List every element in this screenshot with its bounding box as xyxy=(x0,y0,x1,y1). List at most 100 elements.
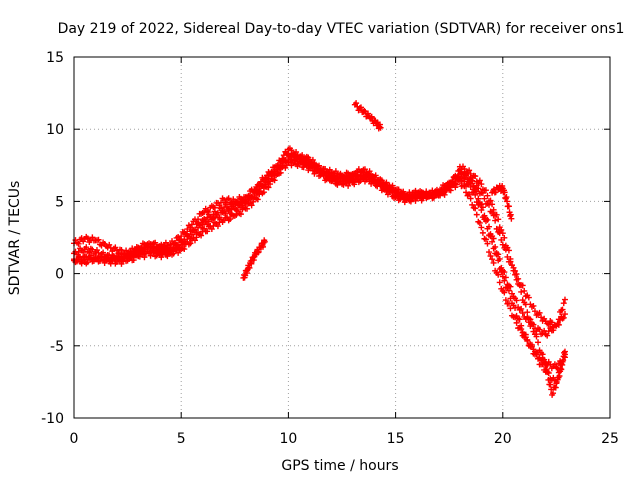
data-point-sample xyxy=(277,169,284,176)
data-point xyxy=(377,124,384,131)
data-point-sample xyxy=(545,321,552,328)
data-point-sample xyxy=(472,191,479,198)
data-point-sample xyxy=(513,297,520,304)
data-point-sample xyxy=(516,316,523,323)
data-point-sample xyxy=(548,319,555,326)
data-point-sample xyxy=(388,185,395,192)
data-points xyxy=(71,100,568,398)
data-point-sample xyxy=(513,276,520,283)
data-point-sample xyxy=(461,166,468,173)
data-point-sample xyxy=(267,181,274,188)
data-point-sample xyxy=(501,277,508,284)
data-point-sample xyxy=(271,177,278,184)
data-point-sample xyxy=(441,186,448,193)
data-point-sample xyxy=(332,168,339,175)
data-point-sample xyxy=(340,181,347,188)
data-point-sample xyxy=(185,233,192,240)
data-point-sample xyxy=(543,366,550,373)
data-point-sample xyxy=(181,246,188,253)
data-point-sample xyxy=(490,206,497,213)
data-point-sample xyxy=(386,182,393,189)
data-point-sample xyxy=(198,232,205,239)
data-point-sample xyxy=(560,314,567,321)
data-point-sample xyxy=(233,211,240,218)
data-point-sample xyxy=(227,216,234,223)
data-point-sample xyxy=(498,269,505,276)
data-point-sample xyxy=(225,205,232,212)
data-point-sample xyxy=(536,309,543,316)
data-point-sample xyxy=(179,239,186,246)
data-point-sample xyxy=(519,309,526,316)
data-point xyxy=(261,238,268,245)
data-point-sample xyxy=(265,184,272,191)
data-point-sample xyxy=(561,349,568,356)
data-point-sample xyxy=(319,166,326,173)
data-point-sample xyxy=(522,301,529,308)
data-point-sample xyxy=(398,189,405,196)
data-point-sample xyxy=(512,267,519,274)
data-point xyxy=(467,170,474,177)
data-point-sample xyxy=(476,201,483,208)
data-point-sample xyxy=(353,100,360,107)
data-point-sample xyxy=(83,253,90,260)
data-point xyxy=(499,241,506,248)
data-point xyxy=(478,207,485,214)
data-point xyxy=(478,224,485,231)
data-point-sample xyxy=(484,225,491,232)
data-point-sample xyxy=(121,250,128,257)
data-point-sample xyxy=(372,172,379,179)
data-point-sample xyxy=(466,191,473,198)
chart-title: Day 219 of 2022, Sidereal Day-to-day VTE… xyxy=(58,21,625,37)
data-point xyxy=(178,233,185,240)
data-point-sample xyxy=(518,288,525,295)
data-point-sample xyxy=(265,175,272,182)
data-point-sample xyxy=(184,226,191,233)
data-point-sample xyxy=(533,333,540,340)
data-point-sample xyxy=(78,235,85,242)
data-point-sample xyxy=(487,252,494,259)
data-point-sample xyxy=(487,197,494,204)
data-point-sample xyxy=(479,229,486,236)
data-point-sample xyxy=(473,188,480,195)
data-point-sample xyxy=(528,343,535,350)
data-point-sample xyxy=(518,322,525,329)
data-point-sample xyxy=(342,172,349,179)
data-point-sample xyxy=(152,239,159,246)
data-point-sample xyxy=(224,214,231,221)
data-point-sample xyxy=(164,245,171,252)
data-point-sample xyxy=(541,358,548,365)
data-point-sample xyxy=(141,246,148,253)
data-point-sample xyxy=(475,195,482,202)
data-point-sample xyxy=(248,202,255,209)
data-point-sample xyxy=(107,255,114,262)
data-point-sample xyxy=(75,240,82,247)
y-axis-label: SDTVAR / TECUs xyxy=(7,181,23,296)
data-point-sample xyxy=(89,234,96,241)
data-point-sample xyxy=(461,178,468,185)
data-point-sample xyxy=(254,186,261,193)
data-point-sample xyxy=(505,203,512,210)
data-point-sample xyxy=(501,234,508,241)
data-point-sample xyxy=(153,252,160,259)
data-point-sample xyxy=(345,175,352,182)
data-point-sample xyxy=(493,251,500,258)
data-point-sample xyxy=(175,242,182,249)
data-point-sample xyxy=(149,241,156,248)
data-point-sample xyxy=(368,113,375,120)
data-point-sample xyxy=(533,351,540,358)
data-point-sample xyxy=(355,173,362,180)
data-point-sample xyxy=(559,315,566,322)
data-point-sample xyxy=(288,147,295,154)
data-point xyxy=(489,256,496,263)
data-point-sample xyxy=(502,274,509,281)
data-point-sample xyxy=(472,173,479,180)
x-tick-label: 25 xyxy=(601,431,619,447)
data-point-sample xyxy=(291,152,298,159)
data-point-sample xyxy=(481,195,488,202)
data-point-sample xyxy=(492,217,499,224)
data-point-sample xyxy=(432,188,439,195)
data-point-sample xyxy=(322,172,329,179)
data-point-sample xyxy=(507,295,514,302)
